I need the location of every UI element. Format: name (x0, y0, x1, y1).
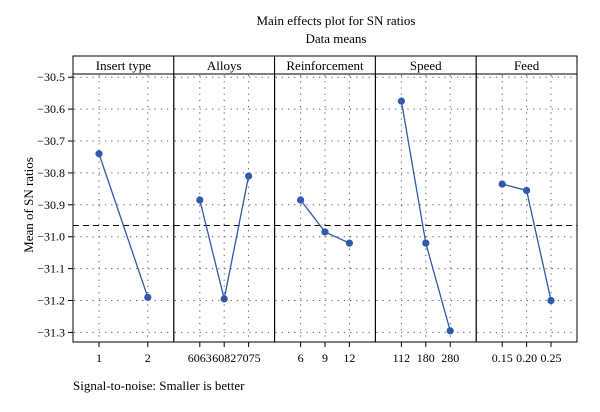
facet-label-insert-type: Insert type (96, 58, 151, 73)
plot-area: −30.5 −30.6 −30.7 −30.8 −30.9 −31.0 −31.1 −31.2… (37, 55, 578, 365)
facet-label-speed: Speed (410, 58, 442, 73)
y-tick-label: −30.9 (37, 198, 65, 212)
data-point-alloys-6063 (196, 196, 204, 204)
data-point-insert-type-1 (95, 150, 103, 158)
x-tick-label-feed-0-20: 0.20 (516, 351, 537, 365)
data-point-feed-0-15 (498, 180, 506, 188)
x-tick-label-speed-180: 180 (417, 351, 435, 365)
x-tick-label-reinforcement-12: 12 (343, 351, 355, 365)
facet-panel-feed (475, 73, 578, 343)
y-tick-label: −31.3 (37, 325, 65, 339)
x-tick-label-alloys-6082: 6082 (212, 351, 236, 365)
data-point-feed-0-25 (547, 296, 555, 305)
y-tick-label: −31.1 (37, 262, 65, 276)
data-point-speed-280 (446, 327, 454, 335)
data-point-alloys-6082 (220, 295, 228, 303)
facet-panel-speed (374, 73, 477, 343)
facet-label-reinforcement: Reinforcement (286, 58, 364, 73)
data-point-insert-type-2 (144, 293, 152, 301)
x-tick-label-speed-112: 112 (393, 351, 411, 365)
series-line-insert-type (98, 153, 149, 298)
y-tick-label: −30.7 (37, 134, 65, 148)
data-point-speed-112 (397, 97, 405, 105)
y-tick-label: −30.5 (37, 70, 65, 84)
x-tick-label-reinforcement-6: 6 (298, 351, 304, 365)
x-tick-label-feed-0-15: 0.15 (492, 351, 513, 365)
y-tick-label: −30.6 (37, 102, 65, 116)
data-point-reinforcement-9 (321, 228, 329, 236)
footnote: Signal-to-noise: Smaller is better (73, 378, 245, 393)
x-tick-label-feed-0-25: 0.25 (541, 351, 562, 365)
y-tick-label: −31.2 (37, 294, 65, 308)
x-tick-label-insert-type-2: 2 (145, 351, 151, 365)
facet-panel-insert-type (72, 73, 175, 343)
x-tick-label-reinforcement-9: 9 (322, 351, 328, 365)
x-tick-label-insert-type-1: 1 (96, 351, 102, 365)
x-tick-label-alloys-7075: 7075 (237, 351, 261, 365)
chart-title: Main effects plot for SN ratios (257, 13, 416, 28)
y-axis-label: Mean of SN ratios (21, 157, 36, 253)
data-point-reinforcement-12 (345, 239, 353, 247)
y-tick-label: −30.8 (37, 166, 65, 180)
data-point-speed-180 (422, 239, 430, 247)
facet-panel-reinforcement (274, 73, 376, 343)
data-point-alloys-7075 (245, 172, 253, 180)
series-line-feed (502, 183, 552, 301)
facet-label-alloys: Alloys (207, 58, 242, 73)
data-point-reinforcement-6 (297, 196, 305, 204)
x-tick-label-alloys-6063: 6063 (188, 351, 212, 365)
data-point-feed-0-20 (523, 186, 531, 195)
series-line-speed (400, 101, 451, 332)
chart-subtitle: Data means (305, 31, 366, 46)
facet-label-feed: Feed (514, 58, 540, 73)
x-tick-label-speed-280: 280 (441, 351, 459, 365)
y-tick-label: −31.0 (37, 230, 65, 244)
